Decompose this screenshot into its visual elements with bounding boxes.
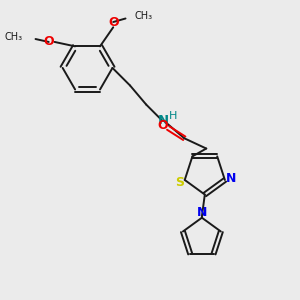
Text: O: O <box>108 16 119 28</box>
Text: N: N <box>226 172 236 185</box>
Text: O: O <box>44 35 54 48</box>
Text: CH₃: CH₃ <box>4 32 22 42</box>
Text: O: O <box>158 118 168 132</box>
Text: N: N <box>158 114 169 127</box>
Text: N: N <box>197 206 207 219</box>
Text: H: H <box>169 111 178 121</box>
Text: S: S <box>175 176 184 189</box>
Text: CH₃: CH₃ <box>134 11 152 21</box>
